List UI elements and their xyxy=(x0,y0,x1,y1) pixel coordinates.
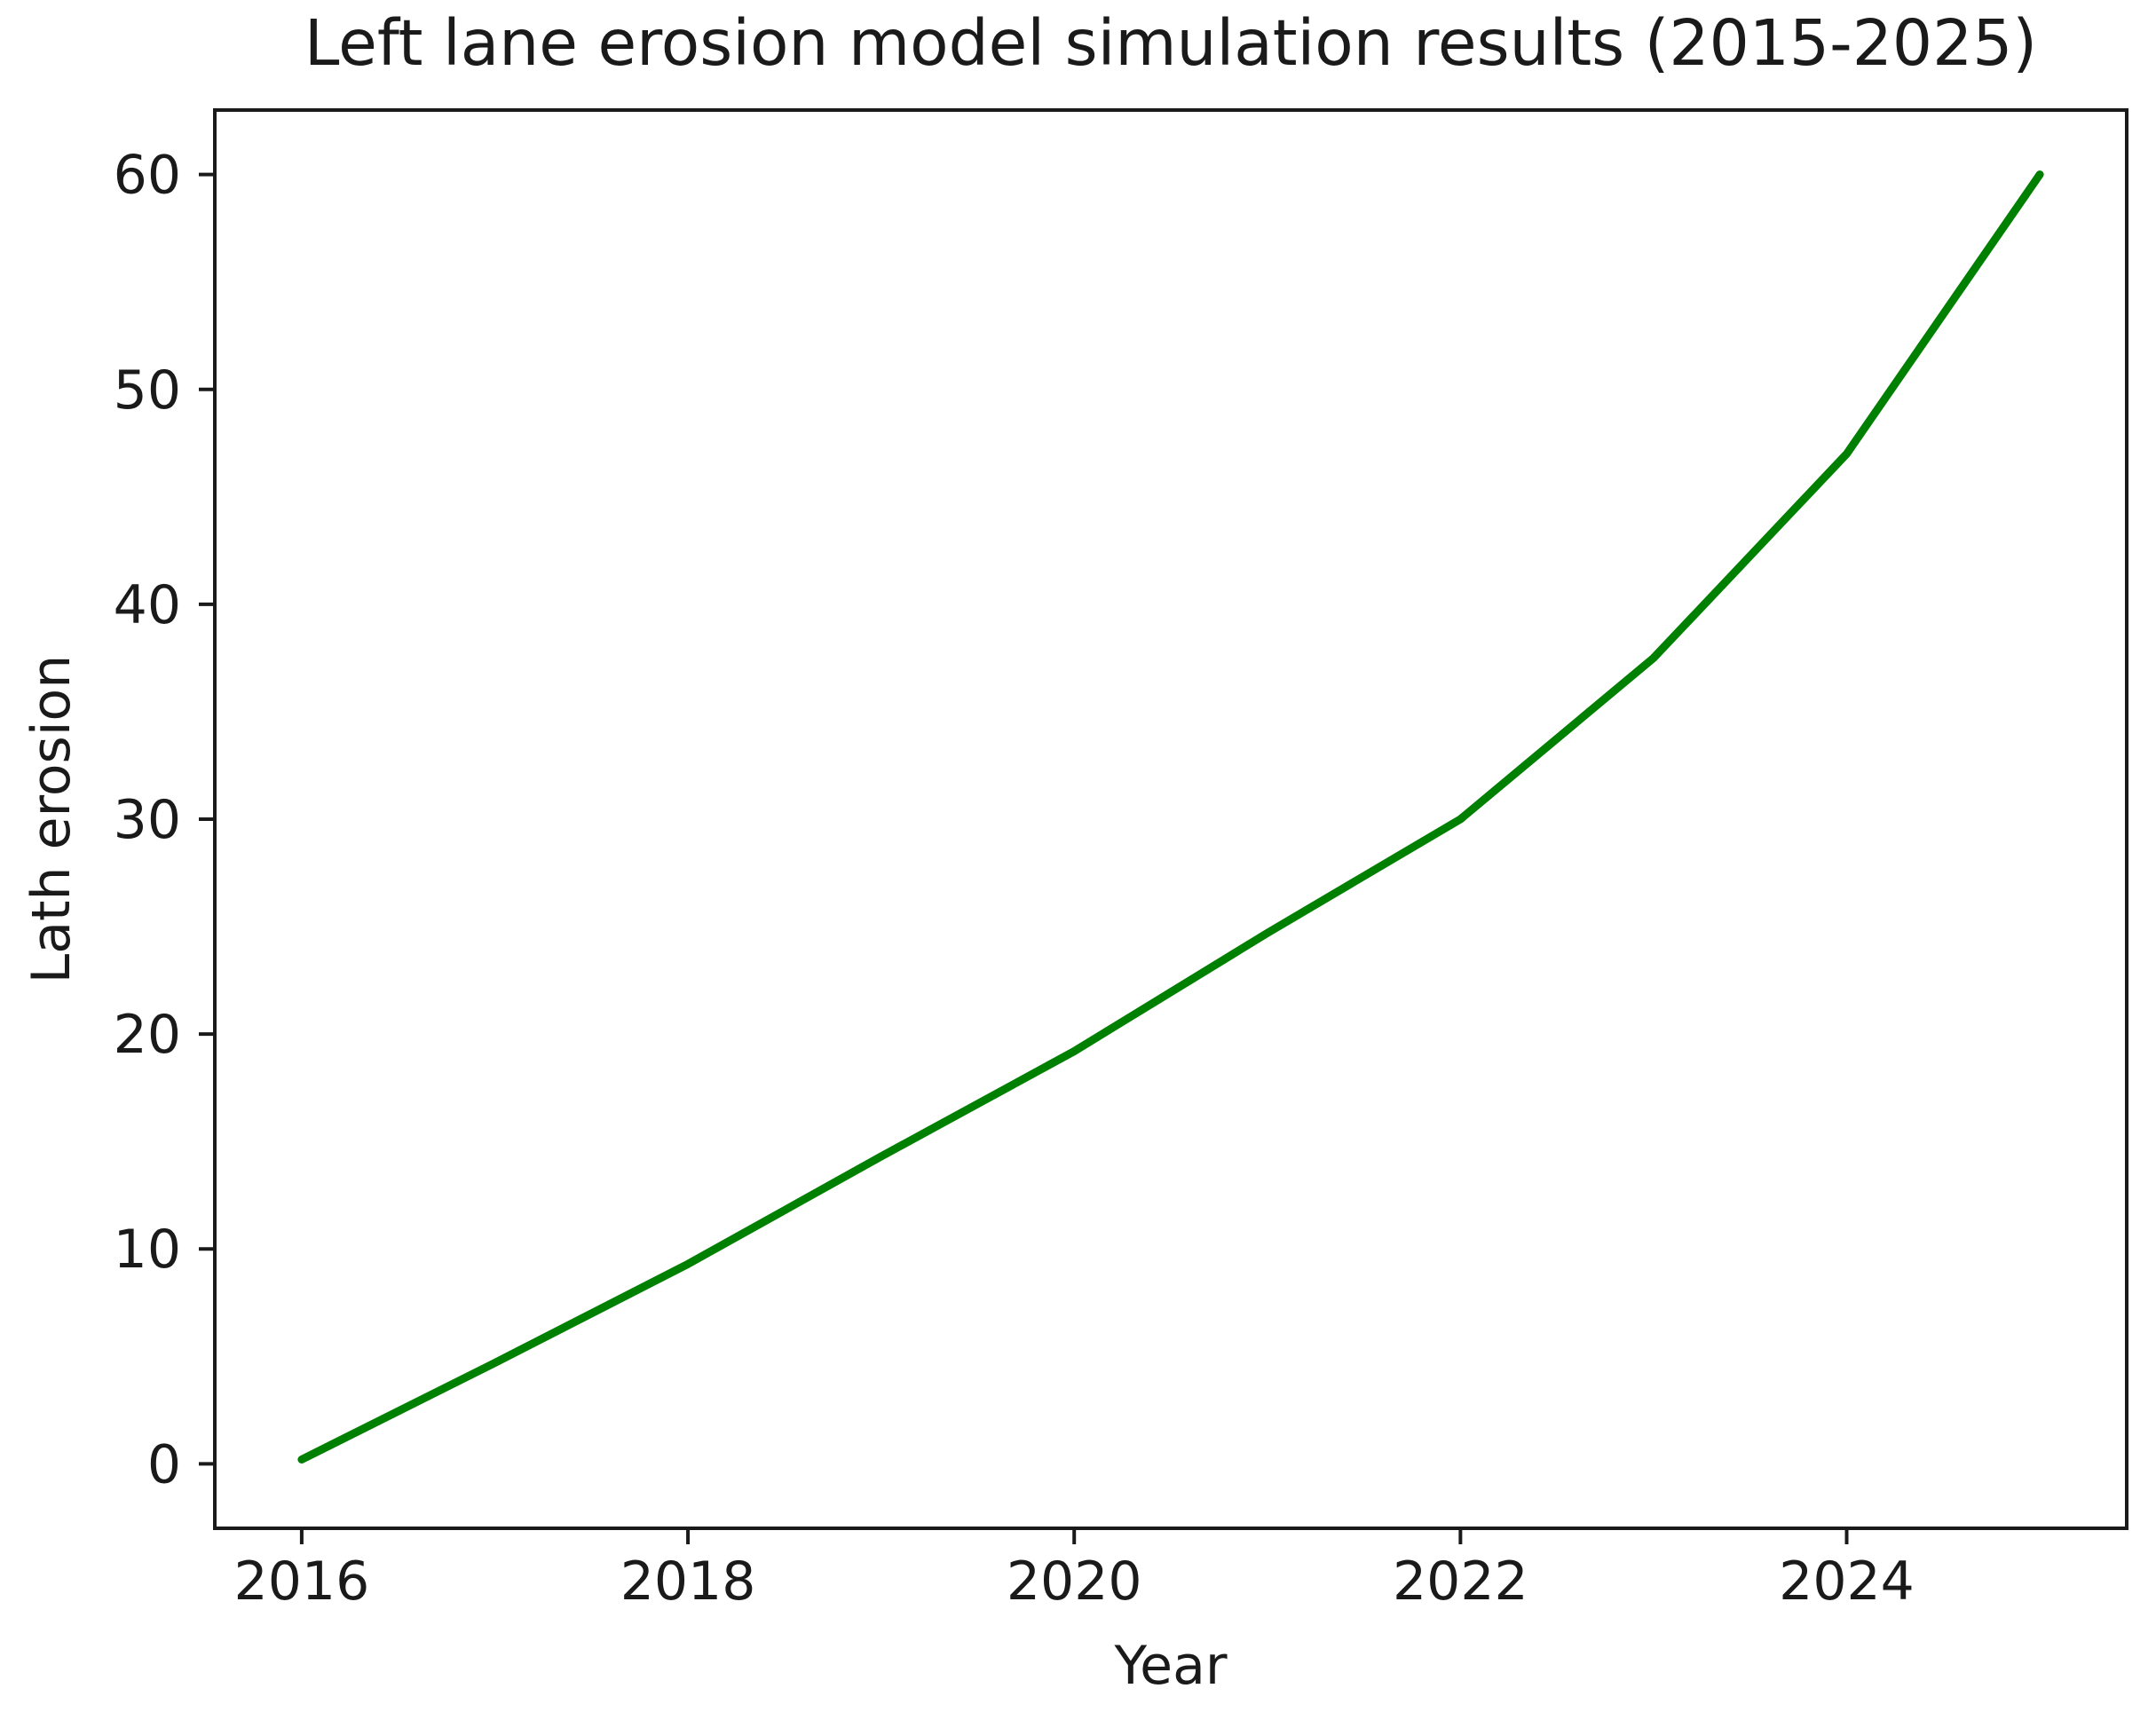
y-tick-label: 0 xyxy=(147,1433,181,1495)
x-axis-label: Year xyxy=(1114,1635,1228,1697)
y-tick-label: 10 xyxy=(114,1219,181,1281)
chart-title: Left lane erosion model simulation resul… xyxy=(304,6,2038,80)
plot-border xyxy=(213,108,2128,1530)
data-line xyxy=(297,170,2044,1464)
x-tick-label: 2022 xyxy=(1393,1550,1528,1613)
y-axis-label-text: Lath erosion xyxy=(20,654,83,984)
x-tick-label: 2018 xyxy=(620,1550,756,1613)
x-tick-label: 2016 xyxy=(234,1550,370,1613)
y-tick-label: 30 xyxy=(114,789,181,851)
x-tick-label: 2020 xyxy=(1007,1550,1142,1613)
x-tick-label: 2024 xyxy=(1779,1550,1915,1613)
y-tick-label: 20 xyxy=(114,1004,181,1066)
y-tick-label: 50 xyxy=(114,359,181,422)
y-tick-label: 60 xyxy=(114,145,181,207)
y-tick-label: 40 xyxy=(114,574,181,636)
